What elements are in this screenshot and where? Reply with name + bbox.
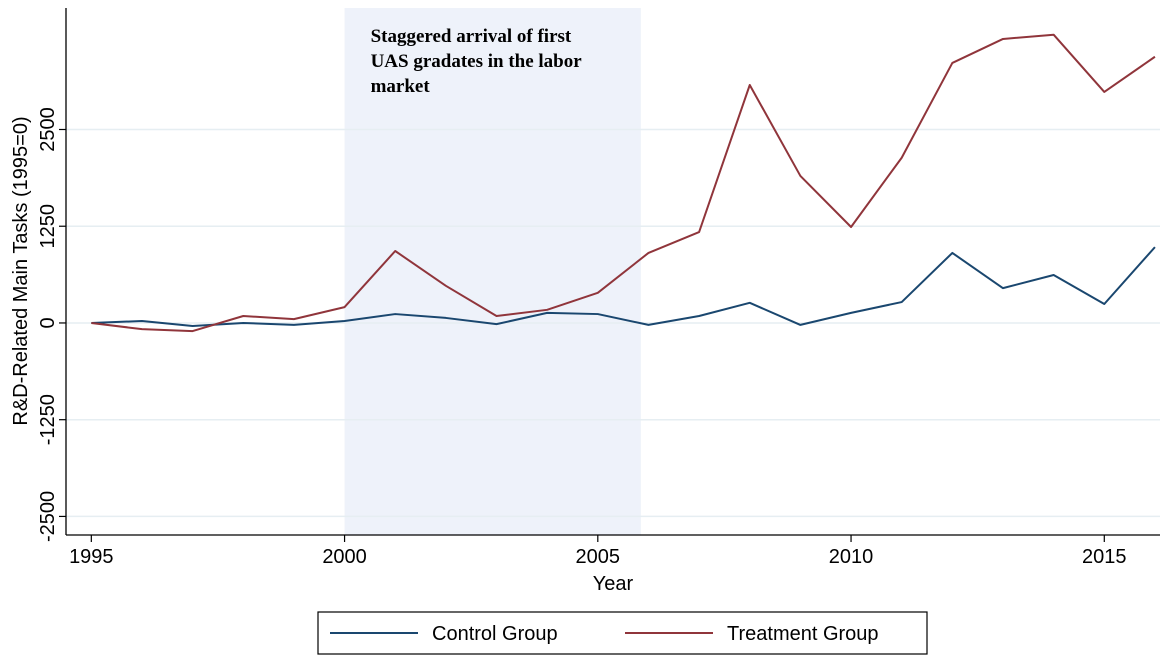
- annotation: UAS gradates in the labor: [371, 51, 583, 72]
- series-line: [91, 246, 1156, 328]
- legend: [317, 611, 928, 655]
- x-tick-label: 2005: [576, 546, 621, 568]
- x-tick-label: 2010: [829, 546, 874, 568]
- y-tick-label: 2500: [37, 107, 59, 152]
- annotation: market: [371, 76, 431, 97]
- plot-area: Staggered arrival of first UAS gradates i…: [66, 8, 1160, 535]
- y-tick-label: -1250: [37, 394, 59, 445]
- y-axis-title: R&D-Related Main Tasks (1995=0): [10, 116, 32, 425]
- legend-label: Treatment Group: [727, 623, 879, 645]
- x-tick-label: 1995: [69, 546, 114, 568]
- y-tick-label: 0: [37, 317, 59, 328]
- series-line: [91, 33, 1156, 333]
- y-tick-label: 1250: [37, 204, 59, 249]
- x-tick-label: 2015: [1082, 546, 1127, 568]
- y-tick-label: -2500: [37, 491, 59, 542]
- x-tick-label: 2000: [322, 546, 367, 568]
- legend-label: Control Group: [432, 623, 558, 645]
- x-axis-title: Year: [593, 573, 634, 595]
- annotation: Staggered arrival of first: [371, 26, 572, 47]
- shaded-region: [344, 8, 641, 535]
